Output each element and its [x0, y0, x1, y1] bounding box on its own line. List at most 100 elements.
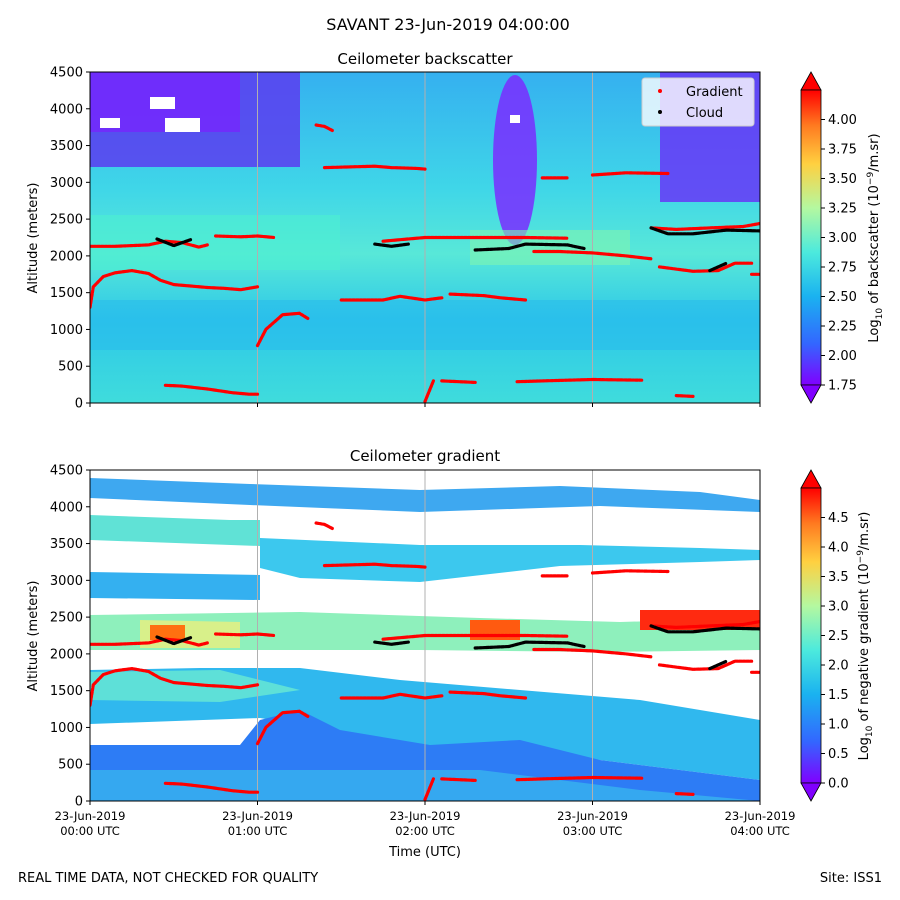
- panel1-y-axis: 0 500 1000 1500 2000 2500 3000 3500 4000 4500: [50, 66, 90, 412]
- gradient-marker-trace: [255, 709, 310, 746]
- colorbar2-extend-bottom: [800, 782, 822, 802]
- colorbar-tick-label: 0.5: [828, 747, 849, 762]
- panel2-colorbar: 0.0 0.5 1.0 1.5 2.0 2.5 3.0 3.5 4.0 4.5 Log10 of …: [800, 469, 875, 802]
- colorbar-tick-label: 3.75: [828, 143, 857, 158]
- footer-site: Site: ISS1: [819, 871, 882, 886]
- gradient-marker-trace: [339, 692, 444, 700]
- y-tick-label: 3500: [50, 537, 83, 552]
- gradient-marker-trace: [314, 521, 335, 531]
- x-tick-time: 01:00 UTC: [228, 824, 288, 838]
- panel2-title: Ceilometer gradient: [350, 447, 500, 465]
- y-tick-label: 500: [58, 360, 83, 375]
- panel1-overlay: [90, 123, 760, 403]
- gradient-marker-trace: [649, 619, 760, 630]
- gradient-marker-trace: [590, 171, 670, 177]
- x-tick-time: 02:00 UTC: [395, 824, 455, 838]
- gradient-marker-trace: [515, 377, 645, 384]
- gradient-marker-trace: [163, 383, 260, 396]
- y-tick-label: 1500: [50, 286, 83, 301]
- gradient-marker-trace: [515, 775, 645, 782]
- colorbar-tick-label: 3.5: [828, 570, 849, 585]
- gradient-marker-trace: [440, 379, 477, 384]
- x-tick-time: 03:00 UTC: [563, 824, 623, 838]
- y-tick-label: 3000: [50, 176, 83, 191]
- gradient-marker-trace: [590, 569, 670, 575]
- cloud-marker-trace: [155, 237, 193, 248]
- gradient-marker-trace: [322, 164, 427, 171]
- y-tick-label: 2500: [50, 213, 83, 228]
- legend-gradient-marker: [658, 89, 662, 93]
- colorbar-tick-label: 0.0: [828, 777, 849, 792]
- gradient-marker-trace: [214, 632, 276, 638]
- y-tick-label: 0: [75, 397, 83, 412]
- cloud-marker-trace: [155, 635, 193, 646]
- colorbar-tick-label: 2.0: [828, 659, 849, 674]
- footer-quality-note: REAL TIME DATA, NOT CHECKED FOR QUALITY: [18, 871, 319, 886]
- colorbar-tick-label: 4.5: [828, 511, 849, 526]
- cloud-marker-trace: [649, 624, 760, 634]
- gradient-marker-trace: [657, 659, 754, 671]
- x-tick-time: 04:00 UTC: [730, 824, 790, 838]
- colorbar1-body: [800, 89, 822, 386]
- colorbar-tick-label: 3.25: [828, 202, 857, 217]
- panel1-ylabel: Altitude (meters): [26, 183, 41, 294]
- colorbar-tick-label: 2.50: [828, 290, 857, 305]
- cloud-marker-trace: [473, 242, 586, 252]
- gradient-marker-trace: [322, 562, 427, 569]
- gradient-marker-trace: [532, 647, 653, 659]
- colorbar-tick-label: 1.0: [828, 718, 849, 733]
- y-tick-label: 2000: [50, 249, 83, 264]
- panel2-y-axis: 0 500 1000 1500 2000 2500 3000 3500 4000 4500: [50, 464, 90, 810]
- y-tick-label: 3500: [50, 139, 83, 154]
- y-tick-label: 3000: [50, 574, 83, 589]
- figure-title: SAVANT 23-Jun-2019 04:00:00: [326, 15, 570, 34]
- colorbar2-label: Log10 of negative gradient (10−9/m.sr): [856, 512, 875, 761]
- gradient-marker-trace: [448, 292, 528, 302]
- y-tick-label: 0: [75, 795, 83, 810]
- gradient-marker-trace: [423, 777, 435, 801]
- gradient-marker-trace: [255, 311, 310, 348]
- y-tick-label: 4000: [50, 102, 83, 117]
- x-tick-date: 23-Jun-2019: [725, 809, 796, 823]
- colorbar-tick-label: 4.0: [828, 541, 849, 556]
- x-tick-date: 23-Jun-2019: [222, 809, 293, 823]
- x-tick-date: 23-Jun-2019: [55, 809, 126, 823]
- panel1-colorbar: 1.75 2.00 2.25 2.50 2.75 3.00 3.25 3.50 3.75 4.00…: [800, 71, 885, 404]
- x-tick-time: 00:00 UTC: [60, 824, 120, 838]
- cloud-marker-trace: [708, 261, 729, 273]
- cloud-marker-trace: [649, 226, 760, 236]
- panel2-ylabel: Altitude (meters): [26, 581, 41, 692]
- gradient-marker-trace: [674, 791, 695, 797]
- legend-gradient-label: Gradient: [686, 85, 743, 100]
- gradient-marker-trace: [440, 777, 477, 783]
- cloud-marker-trace: [708, 659, 729, 671]
- cloud-marker-trace: [473, 640, 586, 650]
- gradient-marker-trace: [214, 234, 276, 240]
- gradient-marker-trace: [163, 781, 260, 794]
- panel1-legend: Gradient Cloud: [641, 77, 755, 127]
- colorbar-tick-label: 2.25: [828, 320, 857, 335]
- colorbar-tick-label: 1.75: [828, 379, 857, 394]
- colorbar-tick-label: 3.00: [828, 231, 857, 246]
- gradient-marker-trace: [649, 221, 760, 232]
- cloud-marker-trace: [373, 242, 410, 248]
- colorbar-tick-label: 4.00: [828, 113, 857, 128]
- gradient-marker-trace: [532, 249, 653, 261]
- legend-cloud-label: Cloud: [686, 106, 723, 121]
- panel2-xlabel: Time (UTC): [388, 845, 461, 860]
- colorbar1-extend-bottom: [800, 384, 822, 404]
- gradient-marker-trace: [339, 294, 444, 302]
- panel1-title: Ceilometer backscatter: [337, 50, 513, 68]
- colorbar-tick-label: 3.50: [828, 172, 857, 187]
- colorbar2-extend-top: [800, 469, 822, 489]
- y-tick-label: 1000: [50, 721, 83, 736]
- y-tick-label: 4500: [50, 66, 83, 81]
- colorbar1-extend-top: [800, 71, 822, 91]
- colorbar-tick-label: 1.5: [828, 688, 849, 703]
- gradient-marker-trace: [314, 123, 335, 133]
- gradient-marker-trace: [423, 379, 435, 403]
- legend-cloud-marker: [658, 110, 662, 114]
- y-tick-label: 1500: [50, 684, 83, 699]
- gradient-marker-trace: [448, 690, 528, 700]
